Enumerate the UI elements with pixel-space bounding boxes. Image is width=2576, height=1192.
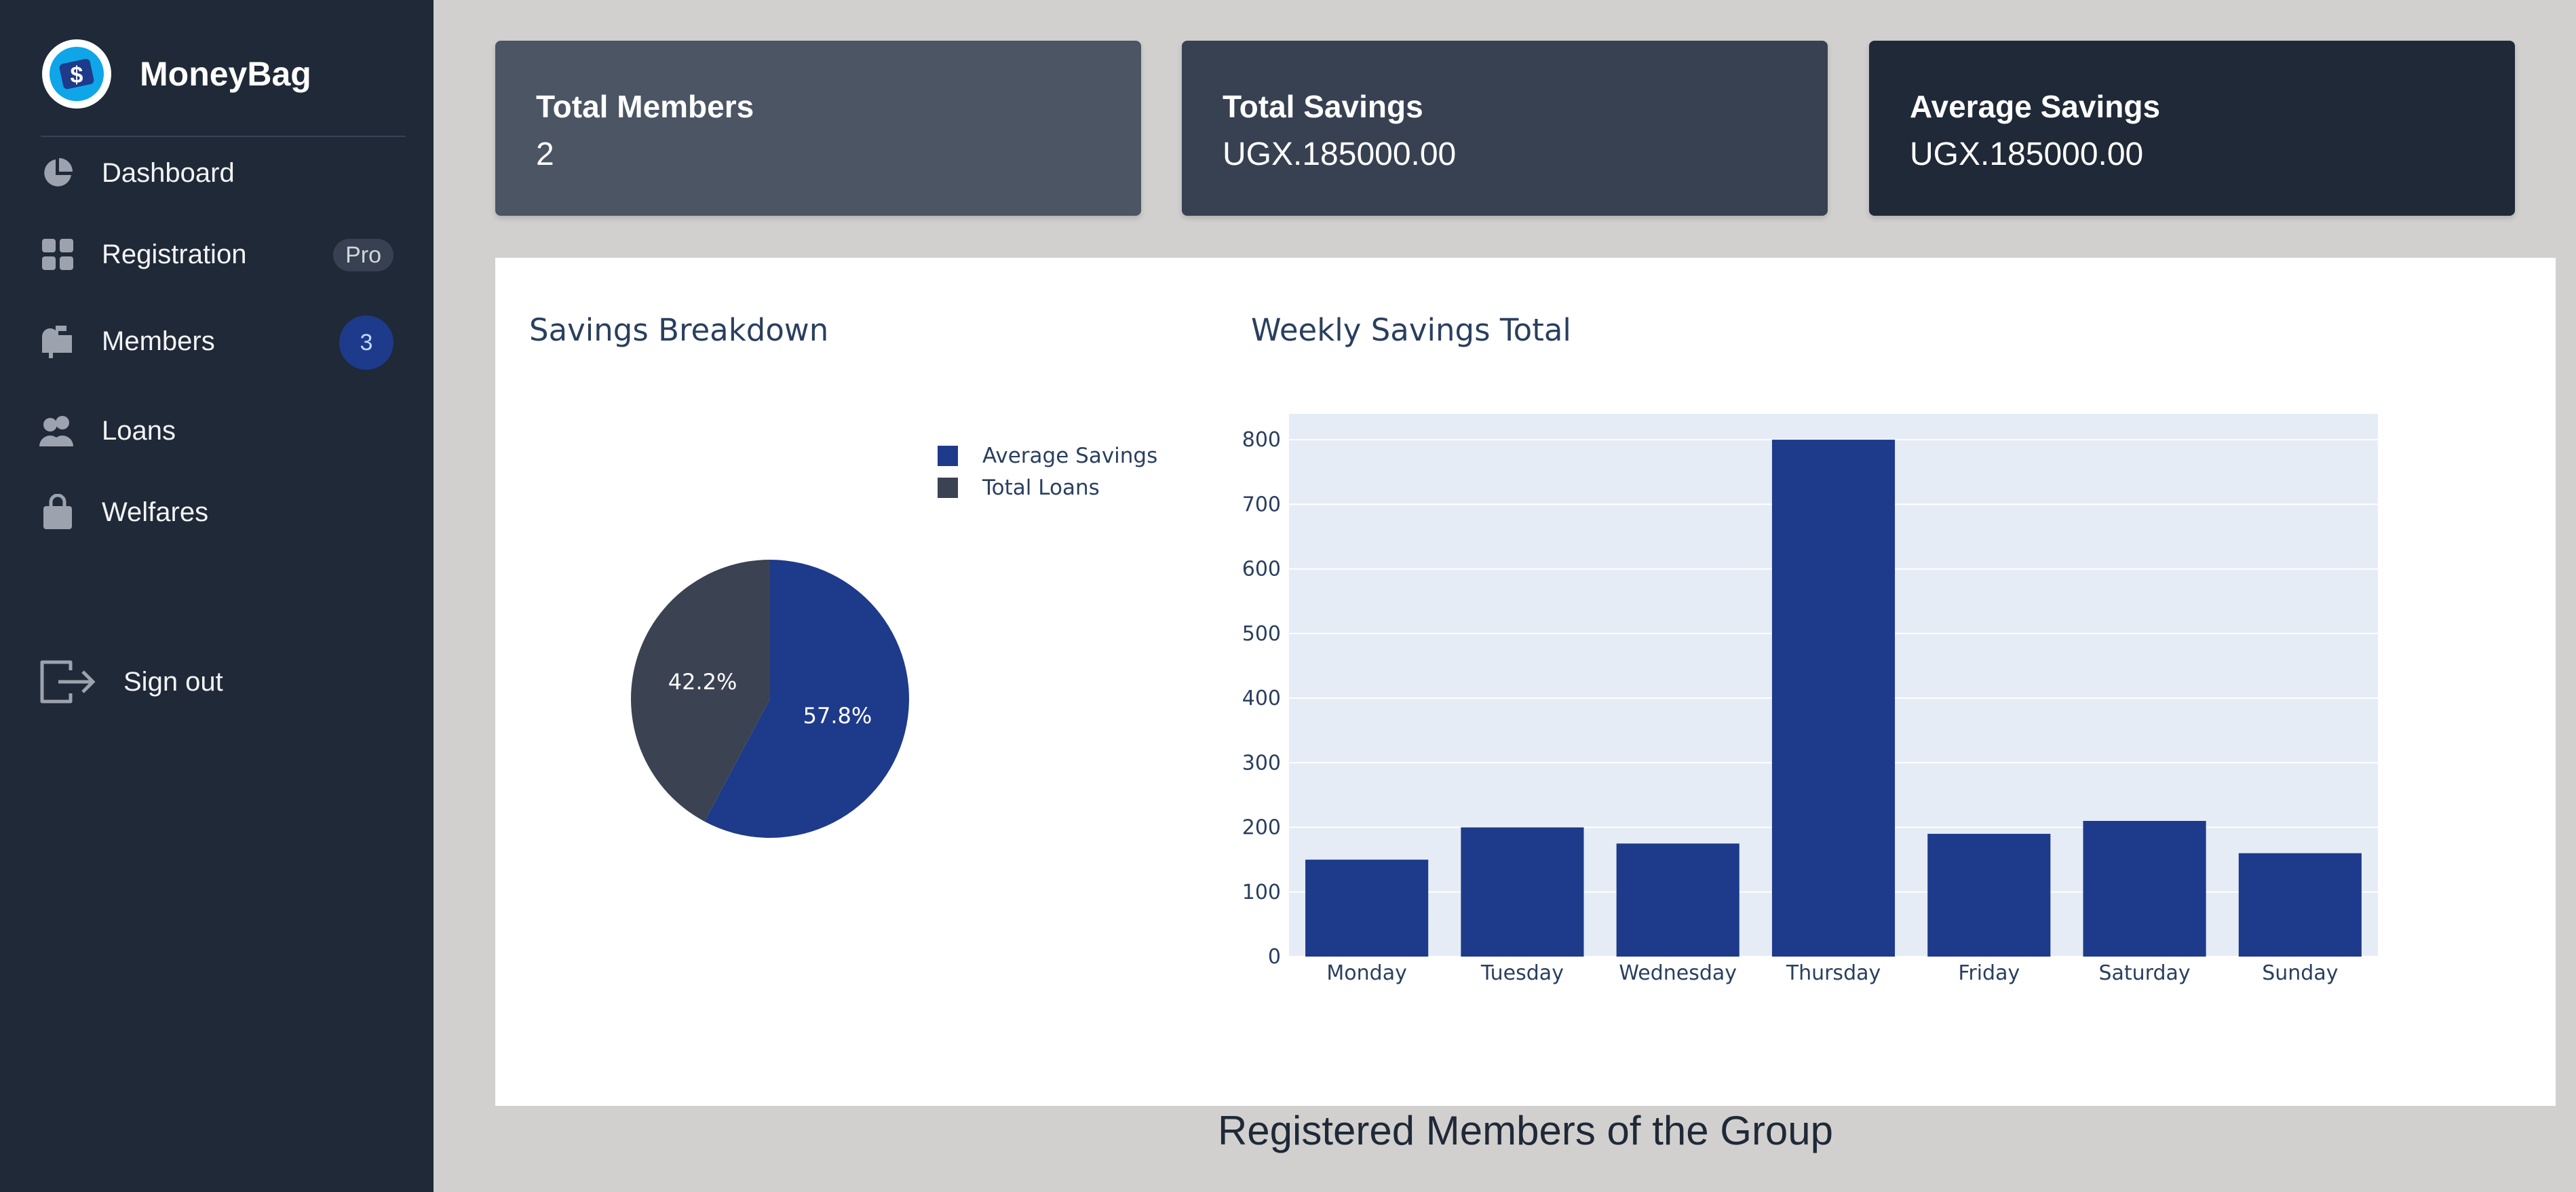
sidebar-item-label: Loans: [102, 415, 176, 446]
x-tick-label: Saturday: [2098, 961, 2190, 985]
bar-tuesday[interactable]: [1461, 827, 1584, 957]
pro-badge: Pro: [333, 239, 393, 271]
x-tick-label: Friday: [1958, 961, 2020, 985]
pie-chart-icon: [39, 155, 76, 191]
sidebar-item-label: Registration: [102, 239, 247, 269]
pie-slice-average-savings[interactable]: [704, 560, 910, 838]
shopping-bag-icon: [39, 494, 76, 531]
mailbox-icon: [39, 323, 76, 360]
pie-value-label: 57.8%: [803, 703, 872, 729]
pie-legend: Average Savings Total Loans: [938, 440, 1157, 503]
sidebar: $ MoneyBag Dashboard Registration Pro Me…: [0, 0, 434, 1192]
bar-chart: 0 100 200 300 400 500 600 700 800 Monday Tuesday We…: [1242, 414, 2378, 985]
y-tick-label: 300: [1242, 751, 1281, 775]
bar-saturday[interactable]: [2083, 821, 2206, 957]
x-tick-label: Thursday: [1786, 961, 1881, 985]
bar-chart-title: Weekly Savings Total: [1251, 312, 1571, 348]
sidebar-item-members[interactable]: Members 3: [39, 314, 393, 370]
legend-label: Average Savings: [982, 443, 1158, 468]
brand-divider: [41, 136, 406, 137]
svg-text:$: $: [71, 62, 83, 88]
legend-item[interactable]: Total Loans: [938, 472, 1157, 503]
sidebar-item-dashboard[interactable]: Dashboard: [39, 146, 393, 200]
stat-value: 2: [536, 136, 554, 172]
grid-icon: [39, 236, 76, 273]
sidebar-item-label: Members: [102, 326, 215, 356]
legend-item[interactable]: Average Savings: [938, 440, 1157, 472]
y-tick-label: 200: [1242, 816, 1281, 840]
stat-title: Total Members: [536, 89, 754, 124]
x-tick-label: Tuesday: [1480, 961, 1564, 985]
pie-slice-total-loans[interactable]: [631, 560, 770, 822]
sign-out-label: Sign out: [123, 666, 223, 697]
sign-out-icon: [39, 658, 96, 706]
charts-panel: Savings Breakdown 57.8% 42.2% Average Sa…: [495, 258, 2556, 1106]
brand[interactable]: $ MoneyBag: [42, 39, 311, 109]
bar-sunday[interactable]: [2238, 853, 2362, 957]
stat-value: UGX.185000.00: [1910, 136, 2144, 172]
y-tick-label: 600: [1242, 558, 1281, 581]
x-tick-label: Monday: [1326, 961, 1406, 985]
stat-title: Average Savings: [1910, 89, 2161, 124]
legend-swatch: [938, 477, 958, 498]
y-tick-label: 100: [1242, 881, 1281, 904]
bar-wednesday[interactable]: [1616, 843, 1739, 957]
sign-out-button[interactable]: Sign out: [39, 651, 223, 712]
sidebar-item-welfares[interactable]: Welfares: [39, 485, 393, 539]
bar-monday[interactable]: [1305, 860, 1429, 957]
members-count-badge: 3: [339, 315, 393, 370]
y-tick-label: 800: [1242, 428, 1281, 452]
sidebar-item-registration[interactable]: Registration Pro: [39, 227, 393, 282]
stat-value: UGX.185000.00: [1223, 136, 1457, 172]
pie-value-label: 42.2%: [668, 669, 737, 695]
y-tick-label: 500: [1242, 622, 1281, 646]
sidebar-item-label: Welfares: [102, 497, 209, 527]
pie-chart-title: Savings Breakdown: [529, 312, 829, 348]
sidebar-item-loans[interactable]: Loans: [39, 404, 393, 458]
moneybag-logo-icon: $: [42, 39, 111, 109]
legend-swatch: [938, 445, 958, 466]
brand-name: MoneyBag: [140, 55, 311, 93]
legend-label: Total Loans: [982, 475, 1100, 500]
y-tick-label: 700: [1242, 493, 1281, 516]
bar-friday[interactable]: [1927, 834, 2051, 957]
stat-card-total-savings: Total Savings UGX.185000.00: [1182, 41, 1828, 216]
y-tick-label: 0: [1268, 945, 1281, 969]
sidebar-item-label: Dashboard: [102, 157, 235, 188]
users-icon: [39, 412, 76, 449]
stat-card-total-members: Total Members 2: [495, 41, 1141, 216]
y-tick-label: 400: [1242, 687, 1281, 710]
members-section-title: Registered Members of the Group: [1217, 1108, 1834, 1153]
pie-chart: 57.8% 42.2%: [631, 560, 910, 838]
bar-thursday[interactable]: [1771, 440, 1896, 957]
stat-card-average-savings: Average Savings UGX.185000.00: [1869, 41, 2515, 216]
x-tick-label: Wednesday: [1619, 961, 1737, 985]
stat-title: Total Savings: [1223, 89, 1423, 124]
x-tick-label: Sunday: [2262, 961, 2338, 985]
